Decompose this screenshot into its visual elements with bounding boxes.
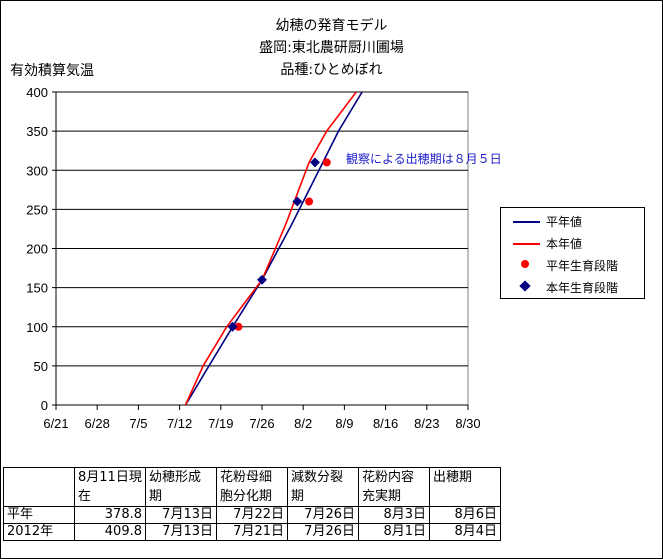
x-tick-label: 7/26 [249,416,274,431]
x-tick-label: 7/19 [208,416,233,431]
table-header-row: 8月11日現在 幼穂形成期 花粉母細胞分化期 減数分裂期 花粉内容充実期 出穂期 [3,467,501,507]
table-cell: 7月13日 [145,506,217,524]
data-point [310,157,320,168]
legend-swatch [521,260,529,268]
table-header-cell: 8月11日現在 [74,467,146,507]
legend-item: 平年生育段階 [501,255,644,275]
table-cell: 8月3日 [358,506,430,524]
data-point [227,321,238,332]
table-cell: 8月1日 [358,523,430,541]
table-row: 平年 378.8 7月13日 7月22日 7月26日 8月3日 8月6日 [3,506,501,524]
table-row: 2012年 409.8 7月13日 7月21日 7月26日 8月1日 8月4日 [3,523,501,541]
table-cell: 7月21日 [216,523,288,541]
table-header-cell [3,467,75,507]
table-header-cell: 出穂期 [429,467,501,507]
y-tick-label: 0 [41,398,48,413]
y-tick-label: 50 [34,359,48,374]
data-point [234,322,243,331]
x-tick-label: 8/16 [373,416,398,431]
table-header-cell: 花粉母細胞分化期 [216,467,288,507]
x-tick-label: 6/28 [85,416,110,431]
legend: 平年値 本年値 平年生育段階 本年生育段階 [500,207,645,299]
table-header-cell: 幼穂形成期 [145,467,217,507]
table-cell: 8月4日 [429,523,501,541]
table-cell: 409.8 [74,523,146,541]
legend-swatch [513,221,540,223]
table-cell: 7月26日 [287,506,359,524]
data-point [257,274,267,285]
x-tick-label: 7/5 [129,416,147,431]
chart-title-line-1: 幼穂の発育モデル [275,18,388,34]
data-point [305,197,314,206]
x-tick-label: 8/30 [455,416,480,431]
legend-swatch [513,243,540,245]
chart-title-line-2: 盛岡:東北農研厨川圃場 [259,40,404,56]
series-line-1 [184,92,357,405]
y-tick-label: 350 [26,124,48,139]
data-point [292,196,303,207]
y-tick-label: 100 [26,320,48,335]
legend-item: 平年値 [501,211,644,231]
y-tick-label: 300 [26,163,48,178]
x-tick-label: 6/21 [43,416,68,431]
x-tick-label: 8/2 [294,416,312,431]
table-cell: 7月26日 [287,523,359,541]
legend-label: 平年値 [546,215,583,229]
legend-label: 平年生育段階 [546,259,619,273]
chart-plot: 0 50 100 150 200 250 300 350 400 6/21 6/28 7/5 7/12 7… [26,85,480,431]
y-axis-label: 有効積算気温 [10,63,94,79]
y-tick-label: 200 [26,242,48,257]
legend-swatch [519,280,531,292]
x-tick-label: 8/9 [335,416,353,431]
y-tick-label: 150 [26,281,48,296]
legend-item: 本年生育段階 [501,277,644,297]
table-header-cell: 減数分裂期 [287,467,359,507]
table-cell: 378.8 [74,506,146,524]
data-point [322,158,331,167]
legend-label: 本年生育段階 [546,281,619,295]
stage-table: 8月11日現在 幼穂形成期 花粉母細胞分化期 減数分裂期 花粉内容充実期 出穂期… [3,467,501,541]
y-tick-label: 400 [26,85,48,100]
table-cell: 平年 [3,506,75,524]
table-cell: 8月6日 [429,506,501,524]
table-cell: 7月22日 [216,506,288,524]
y-tick-label: 250 [26,202,48,217]
chart-annotation: 観察による出穂期は８月５日 [346,152,502,166]
series-line-0 [184,92,363,405]
x-tick-label: 8/23 [414,416,439,431]
legend-label: 本年値 [546,237,583,251]
chart-title-line-3: 品種:ひとめぼれ [280,62,383,78]
legend-item: 本年値 [501,233,644,253]
x-tick-label: 7/12 [167,416,192,431]
table-cell: 2012年 [3,523,75,541]
table-cell: 7月13日 [145,523,217,541]
table-header-cell: 花粉内容充実期 [358,467,430,507]
